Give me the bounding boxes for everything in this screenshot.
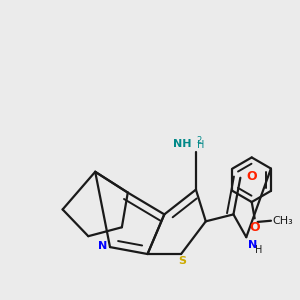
Text: O: O [246,170,257,183]
Text: S: S [178,256,187,266]
Text: N: N [98,241,107,250]
Text: 2: 2 [196,136,201,145]
Text: H: H [255,244,262,255]
Text: N: N [248,240,257,250]
Text: CH₃: CH₃ [272,216,293,226]
Text: NH: NH [173,139,191,149]
Text: O: O [249,221,260,234]
Text: H: H [197,140,205,151]
